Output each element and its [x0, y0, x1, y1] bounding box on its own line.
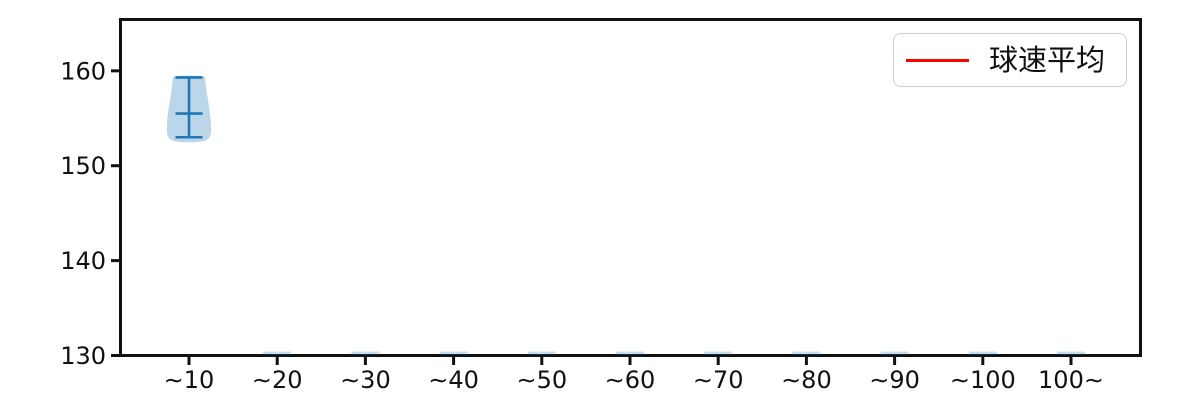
- x-tick-label: ∼50: [516, 366, 567, 394]
- x-tick-label: ∼90: [869, 366, 920, 394]
- x-tick-label: ∼40: [428, 366, 479, 394]
- empty-bucket-marker: [792, 351, 821, 355]
- empty-bucket-marker: [527, 351, 556, 355]
- y-tick-label: 130: [60, 342, 106, 370]
- empty-bucket-marker: [351, 351, 380, 355]
- x-tick-label: ∼80: [781, 366, 832, 394]
- x-tick-label: ∼20: [252, 366, 303, 394]
- x-tick-label: ∼100: [950, 366, 1016, 394]
- legend-mean-line-swatch: [906, 58, 969, 62]
- empty-bucket-marker: [1057, 351, 1085, 355]
- y-tick-label: 140: [60, 247, 106, 275]
- empty-bucket-marker: [880, 351, 909, 355]
- empty-bucket-marker: [439, 351, 468, 355]
- empty-bucket-marker: [968, 351, 997, 355]
- x-tick-label: ∼70: [693, 366, 744, 394]
- x-tick-label: ∼60: [605, 366, 656, 394]
- y-tick-label: 160: [60, 57, 106, 85]
- empty-bucket-marker: [704, 351, 733, 355]
- axes-box: [119, 18, 1142, 357]
- legend-label: 球速平均: [989, 42, 1106, 77]
- empty-bucket-marker: [616, 351, 644, 355]
- x-tick-label: 100∼: [1038, 366, 1104, 394]
- x-tick-label: ∼10: [164, 366, 215, 394]
- x-tick-label: ∼30: [340, 366, 391, 394]
- empty-bucket-marker: [263, 351, 292, 355]
- y-tick-label: 150: [60, 152, 106, 180]
- legend: 球速平均: [893, 33, 1127, 87]
